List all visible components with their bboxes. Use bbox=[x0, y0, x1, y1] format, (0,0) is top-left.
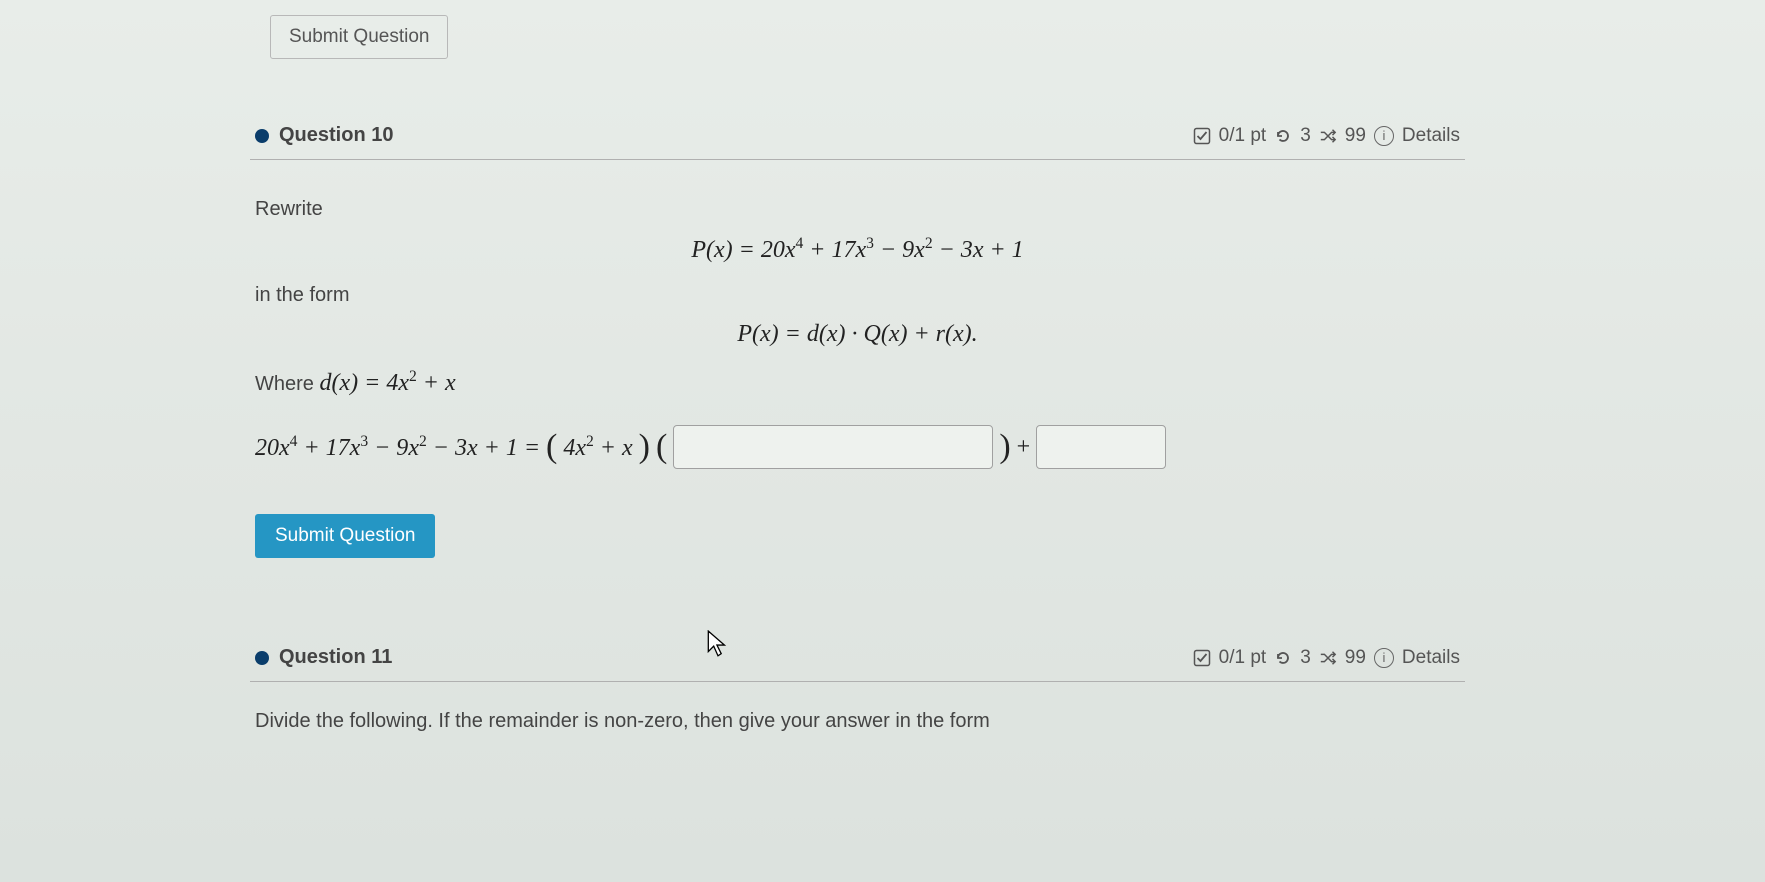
open-paren-2: ( bbox=[656, 430, 667, 464]
where-line: Where d(x) = 4x2 + x bbox=[255, 368, 1460, 397]
status-dot-icon bbox=[255, 129, 269, 143]
status-dot-icon bbox=[255, 651, 269, 665]
inform-label: in the form bbox=[255, 284, 1460, 307]
question-10-header: Question 10 0/1 pt 3 99 i Details bbox=[250, 114, 1465, 160]
score-text: 0/1 pt bbox=[1219, 647, 1267, 669]
submit-question-10-button[interactable]: Submit Question bbox=[255, 514, 435, 558]
question-11-title: Question 11 bbox=[279, 646, 392, 669]
question-10-body: Rewrite P(x) = 20x4 + 17x3 − 9x2 − 3x + … bbox=[250, 160, 1465, 578]
retry-icon bbox=[1274, 649, 1292, 667]
question-11-header: Question 11 0/1 pt 3 99 i Details bbox=[250, 636, 1465, 682]
tries-text: 99 bbox=[1345, 647, 1366, 669]
divisor-expression: 4x2 + x bbox=[563, 433, 632, 462]
info-icon[interactable]: i bbox=[1374, 648, 1394, 668]
retry-icon bbox=[1274, 127, 1292, 145]
question-11-prompt: Divide the following. If the remainder i… bbox=[250, 710, 1465, 733]
close-paren-2: ) bbox=[999, 430, 1010, 464]
lhs-expression: 20x4 + 17x3 − 9x2 − 3x + 1 = bbox=[255, 433, 540, 462]
quotient-input[interactable] bbox=[673, 425, 993, 469]
polynomial-main: P(x) = 20x4 + 17x3 − 9x2 − 3x + 1 bbox=[255, 235, 1460, 264]
shuffle-icon bbox=[1319, 649, 1337, 667]
tries-text: 99 bbox=[1345, 125, 1366, 147]
remainder-input[interactable] bbox=[1036, 425, 1166, 469]
question-10-meta: 0/1 pt 3 99 i Details bbox=[1193, 125, 1460, 147]
question-11-meta: 0/1 pt 3 99 i Details bbox=[1193, 647, 1460, 669]
details-link[interactable]: Details bbox=[1402, 125, 1460, 147]
question-11-block: Question 11 0/1 pt 3 99 i Details Divide… bbox=[250, 636, 1465, 733]
question-10-block: Question 10 0/1 pt 3 99 i Details R bbox=[250, 114, 1465, 578]
open-paren-1: ( bbox=[546, 430, 557, 464]
question-10-title: Question 10 bbox=[279, 124, 393, 147]
checkbox-icon bbox=[1193, 127, 1211, 145]
attempts-text: 3 bbox=[1300, 647, 1311, 669]
close-paren-1: ) bbox=[639, 430, 650, 464]
rewrite-label: Rewrite bbox=[255, 198, 1460, 221]
polynomial-form: P(x) = d(x) · Q(x) + r(x). bbox=[255, 321, 1460, 348]
score-text: 0/1 pt bbox=[1219, 125, 1267, 147]
checkbox-icon bbox=[1193, 649, 1211, 667]
answer-row: 20x4 + 17x3 − 9x2 − 3x + 1 = ( 4x2 + x )… bbox=[255, 425, 1460, 469]
submit-question-button-prev[interactable]: Submit Question bbox=[270, 15, 448, 59]
shuffle-icon bbox=[1319, 127, 1337, 145]
details-link[interactable]: Details bbox=[1402, 647, 1460, 669]
plus-sign: + bbox=[1017, 434, 1031, 461]
info-icon[interactable]: i bbox=[1374, 126, 1394, 146]
attempts-text: 3 bbox=[1300, 125, 1311, 147]
